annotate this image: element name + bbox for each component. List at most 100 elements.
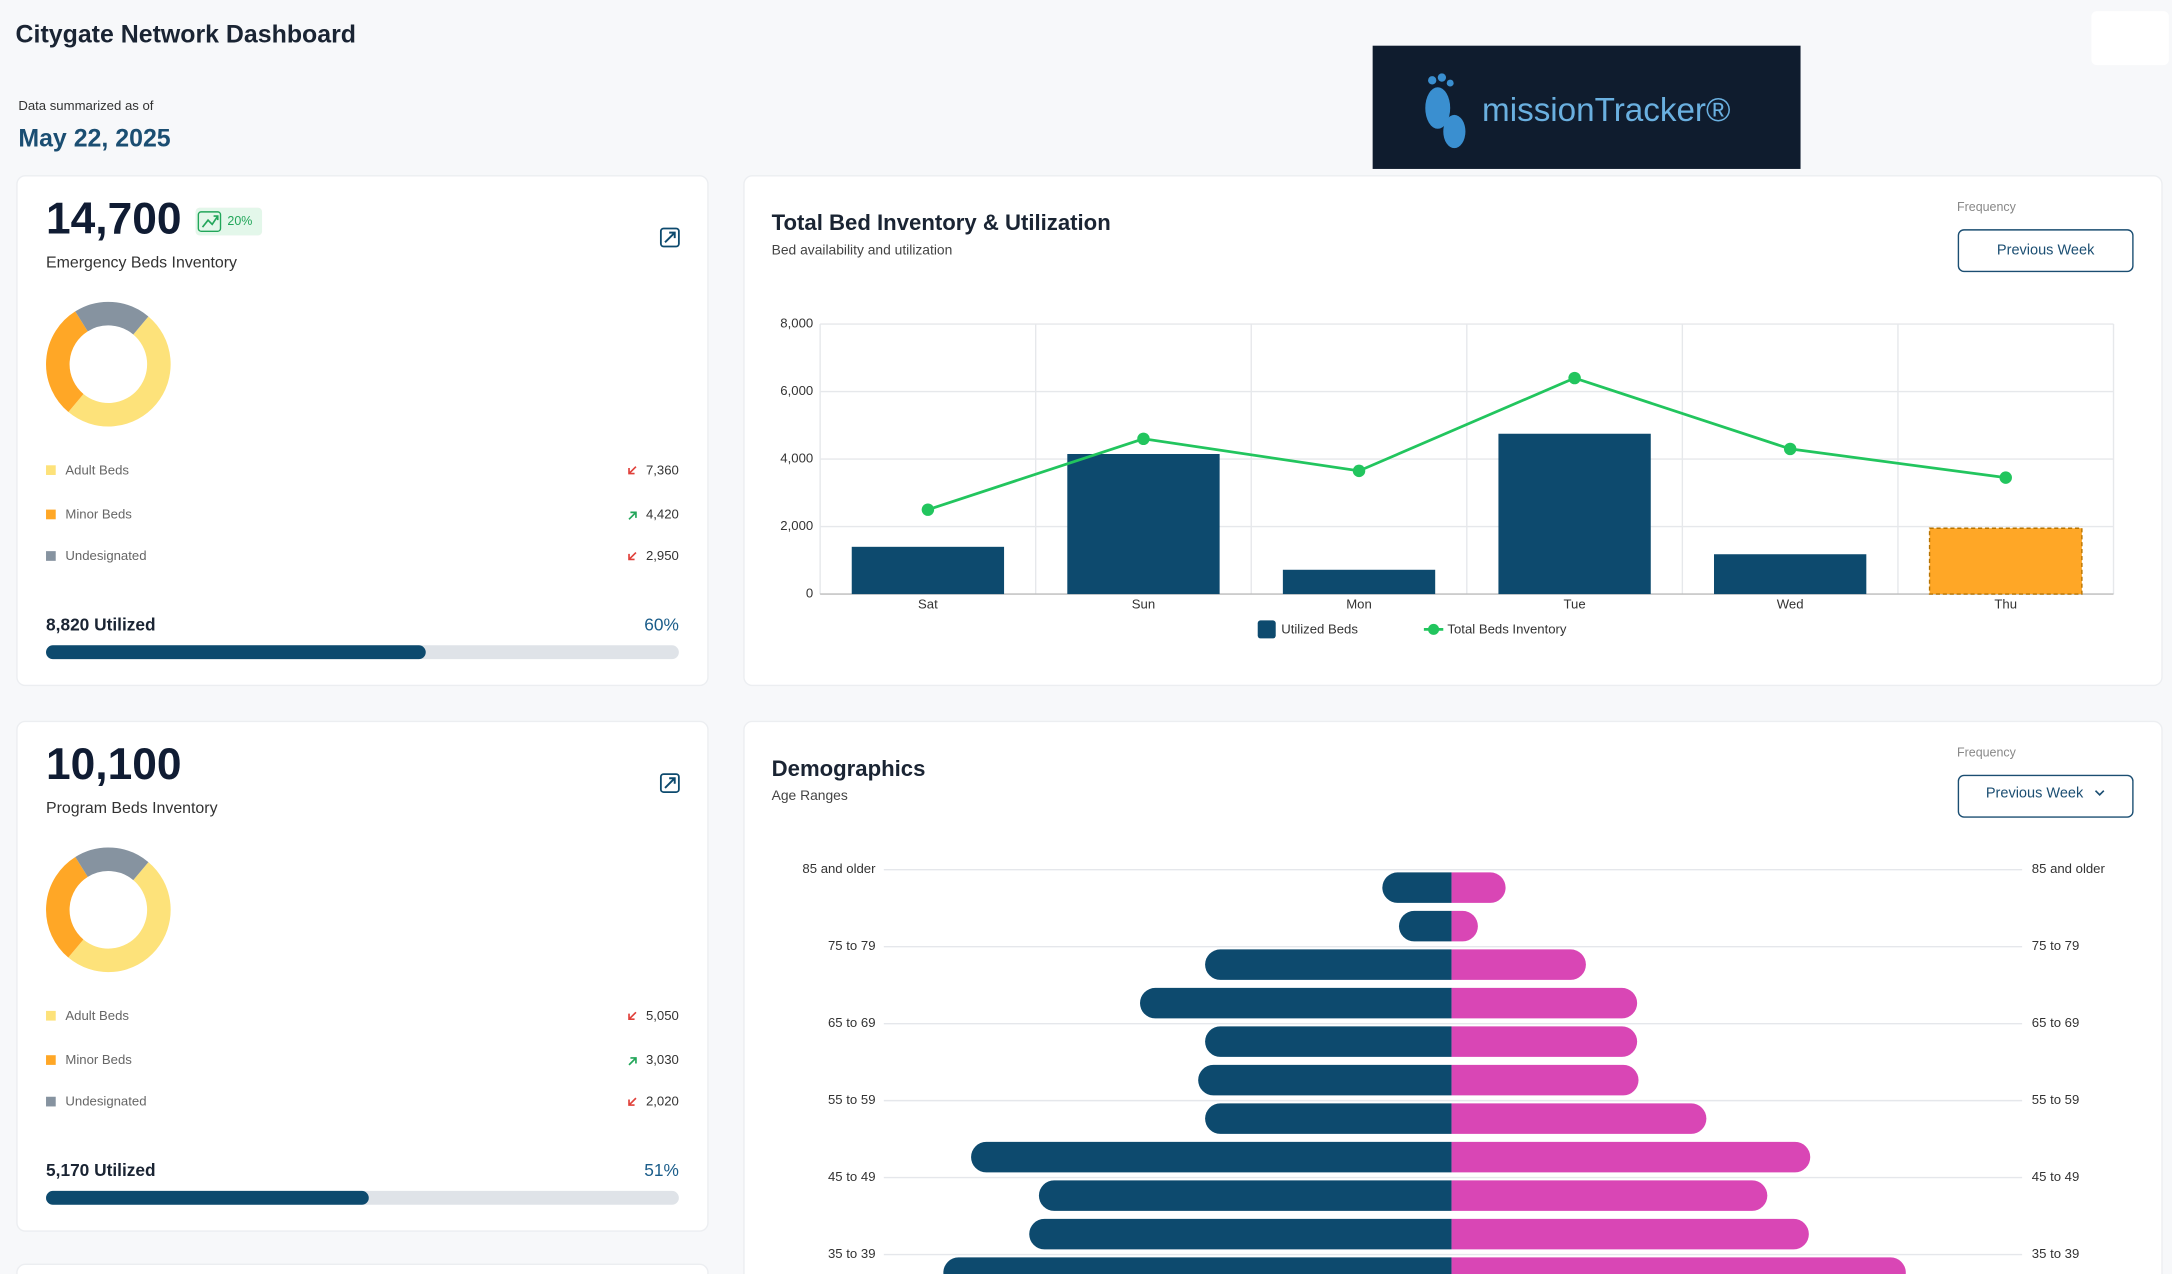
- card: [16, 175, 709, 687]
- y-category-label: 75 to 79: [2032, 938, 2080, 953]
- chevron: [2094, 790, 2105, 797]
- legend-swatch: [46, 551, 56, 561]
- logo-toe: [1437, 73, 1447, 82]
- bar: [1067, 453, 1220, 595]
- logo-toe: [1428, 76, 1437, 85]
- chart-subtitle: Bed availability and utilization: [772, 241, 953, 257]
- legend-value: 3,030: [646, 1052, 679, 1067]
- pyramid-bar: [971, 1141, 1452, 1173]
- line-point: [1568, 371, 1581, 385]
- bar: [1498, 433, 1651, 595]
- trend-icon: [197, 211, 222, 232]
- pyramid-bar: [1451, 987, 1638, 1019]
- legend-label: Utilized Beds: [1281, 622, 1358, 637]
- legend-label: Total Beds Inventory: [1447, 622, 1566, 637]
- pyramid-bar: [1205, 1026, 1452, 1057]
- legend-value: 4,420: [646, 507, 679, 522]
- legend-swatch: [1257, 620, 1276, 639]
- legend-swatch: [46, 509, 56, 520]
- pyramid-bar: [1451, 872, 1506, 903]
- donut-segment: [75, 301, 149, 335]
- y-tick-label: 6,000: [780, 383, 813, 398]
- legend-label: Adult Beds: [65, 462, 129, 477]
- utilized-percent: 51%: [644, 1160, 679, 1180]
- pyramid-bar: [1451, 1218, 1809, 1250]
- legend-swatch: [46, 1010, 56, 1021]
- card: [16, 720, 709, 1232]
- y-category-label: 55 to 59: [2032, 1092, 2080, 1107]
- frequency-button[interactable]: [1957, 774, 2134, 818]
- legend-label: Minor Beds: [65, 1052, 132, 1067]
- legend-value: 2,950: [646, 548, 679, 563]
- pyramid-bar: [1029, 1218, 1452, 1250]
- bar: [851, 546, 1005, 595]
- pyramid-bar: [1451, 949, 1586, 980]
- bar: [1282, 569, 1436, 595]
- pyramid-bar: [1451, 1103, 1707, 1134]
- utilized-label: 5,170 Utilized: [46, 1160, 156, 1180]
- line: [927, 376, 2006, 512]
- bar: [1713, 554, 1867, 595]
- utilized-label: 8,820 Utilized: [46, 614, 156, 634]
- x-tick-label: Wed: [1777, 597, 1804, 612]
- y-category-label: 35 to 39: [828, 1246, 875, 1261]
- logo-foot: [1443, 114, 1466, 149]
- trend-arrow: [628, 1097, 637, 1106]
- trend-arrow: [628, 511, 637, 520]
- chart-subtitle: Age Ranges: [772, 787, 848, 803]
- pyramid-bar: [1451, 1064, 1639, 1096]
- y-category-label: 75 to 79: [828, 938, 875, 953]
- y-category-label: 85 and older: [802, 861, 876, 876]
- trend-icon: [201, 215, 219, 228]
- line-point: [921, 503, 935, 516]
- y-tick-label: 4,000: [780, 451, 813, 466]
- legend-value: 5,050: [646, 1008, 679, 1023]
- expand-arrow: [664, 231, 676, 244]
- kpi-label: Emergency Beds Inventory: [46, 254, 237, 271]
- trend-arrow: [628, 466, 637, 475]
- pyramid-bar: [1398, 910, 1452, 942]
- y-category-label: 45 to 49: [2032, 1169, 2080, 1184]
- expand-button[interactable]: [659, 773, 680, 793]
- donut-segment: [75, 847, 149, 881]
- x-tick-label: Mon: [1346, 597, 1372, 612]
- legend-swatch: [46, 465, 56, 475]
- as-of-date: May 22, 2025: [18, 124, 170, 152]
- frequency-button[interactable]: [1957, 229, 2134, 273]
- pyramid-bar: [1198, 1064, 1452, 1096]
- legend-label: Adult Beds: [65, 1008, 129, 1023]
- trend-arrow: [628, 551, 637, 561]
- chart-title: Total Bed Inventory & Utilization: [772, 210, 1111, 235]
- expand-button[interactable]: [659, 227, 680, 248]
- trend-arrow: [628, 1011, 637, 1021]
- top-right-button[interactable]: [2091, 11, 2169, 66]
- donut-segment: [68, 862, 171, 973]
- pyramid-bar: [1140, 987, 1452, 1019]
- pyramid-bar: [1451, 1257, 1906, 1274]
- pyramid-bar: [1382, 872, 1452, 903]
- y-category-label: 65 to 69: [828, 1015, 875, 1030]
- bar: [1928, 527, 2083, 595]
- pyramid-bar: [1451, 910, 1478, 942]
- x-tick-label: Sun: [1132, 597, 1155, 612]
- line-point: [1352, 464, 1366, 478]
- legend-label: Undesignated: [65, 1094, 146, 1109]
- as-of-label: Data summarized as of: [18, 98, 153, 113]
- pyramid-bar: [943, 1257, 1452, 1274]
- legend-label: Minor Beds: [65, 507, 132, 522]
- legend-swatch: [46, 1096, 56, 1107]
- x-tick-label: Tue: [1564, 597, 1586, 612]
- y-tick-label: 8,000: [780, 316, 813, 331]
- logo-foot: [1425, 87, 1451, 129]
- logo-text: missionTracker®: [1482, 92, 1730, 129]
- pyramid-bar: [1205, 1103, 1452, 1134]
- logo: missionTracker®: [1372, 45, 1801, 169]
- progress-bar: [46, 645, 426, 660]
- expand-arrow: [664, 777, 676, 789]
- legend-dot: [1428, 623, 1440, 635]
- legend-value: 2,020: [646, 1094, 679, 1109]
- y-category-label: 85 and older: [2032, 861, 2106, 876]
- legend-label: Undesignated: [65, 548, 146, 563]
